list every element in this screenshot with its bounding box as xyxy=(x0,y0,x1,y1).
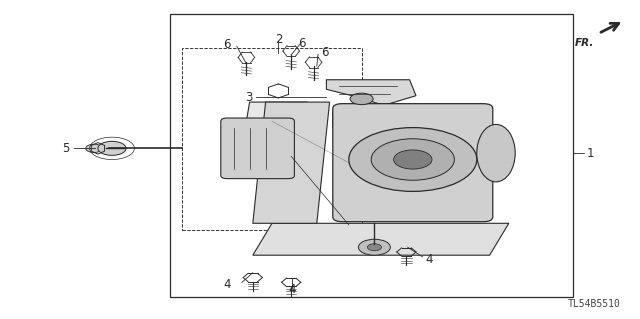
Circle shape xyxy=(350,93,373,105)
Polygon shape xyxy=(246,102,310,150)
Polygon shape xyxy=(253,223,509,255)
Circle shape xyxy=(394,150,432,169)
FancyBboxPatch shape xyxy=(221,118,294,179)
Polygon shape xyxy=(326,80,416,105)
Polygon shape xyxy=(333,105,378,134)
FancyBboxPatch shape xyxy=(333,104,493,222)
Circle shape xyxy=(98,141,126,155)
Circle shape xyxy=(371,139,454,180)
Text: 2: 2 xyxy=(275,33,282,46)
Text: 3: 3 xyxy=(245,91,253,104)
Text: 6: 6 xyxy=(223,38,230,50)
Text: 4: 4 xyxy=(289,283,296,296)
Text: 4: 4 xyxy=(426,253,433,265)
Bar xyxy=(170,14,573,297)
Text: TL54B5510: TL54B5510 xyxy=(568,300,621,309)
Circle shape xyxy=(349,128,477,191)
Text: 1: 1 xyxy=(587,147,595,160)
Circle shape xyxy=(86,144,102,152)
Text: FR.: FR. xyxy=(575,38,594,48)
Ellipse shape xyxy=(477,124,515,182)
Circle shape xyxy=(358,239,390,255)
Circle shape xyxy=(367,244,381,251)
Bar xyxy=(182,48,362,230)
Text: 4: 4 xyxy=(223,278,230,291)
Text: 6: 6 xyxy=(321,46,329,59)
Text: 6: 6 xyxy=(298,37,306,49)
Polygon shape xyxy=(253,102,330,223)
Circle shape xyxy=(272,153,285,160)
Circle shape xyxy=(262,148,294,164)
Text: 5: 5 xyxy=(61,142,69,155)
